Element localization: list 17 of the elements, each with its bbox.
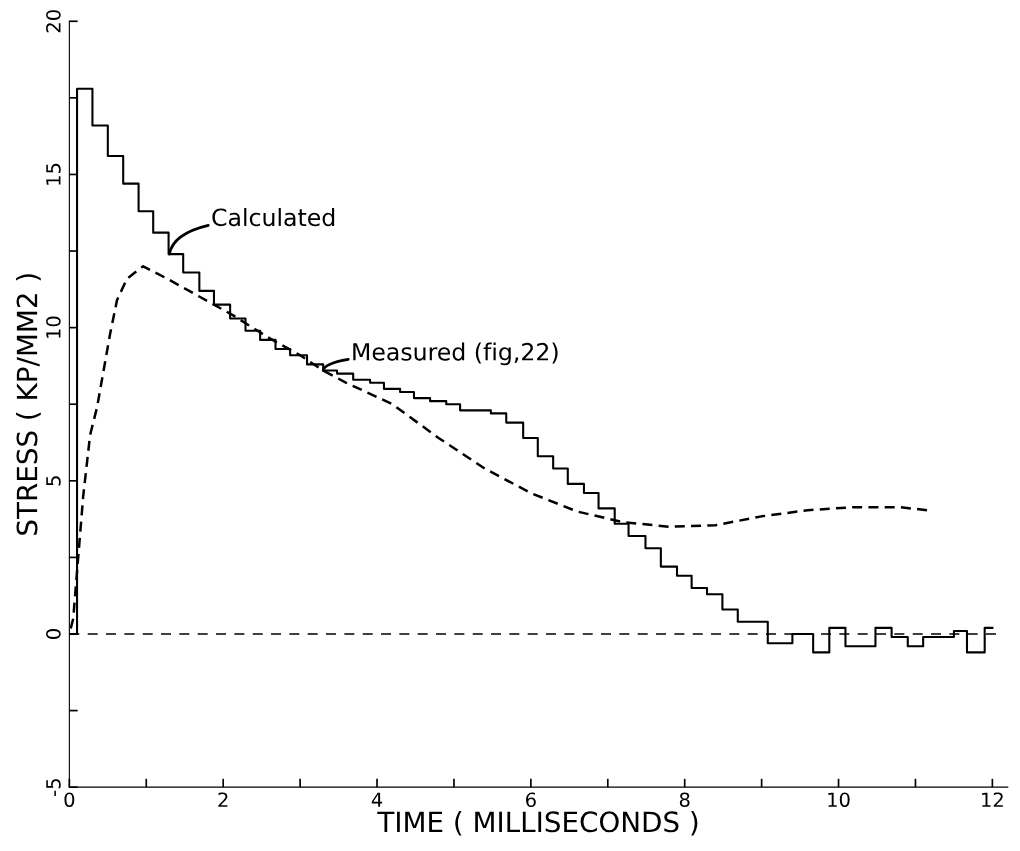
y-tick-label: 20 <box>46 10 61 33</box>
x-tick-label: 4 <box>371 792 383 807</box>
x-axis-title: TIME ( MILLISECONDS ) <box>377 810 698 836</box>
x-tick-label: 12 <box>982 792 1003 807</box>
y-tick-label: 10 <box>46 316 61 338</box>
x-tick-label: 8 <box>679 792 690 808</box>
y-tick-label: 0 <box>46 629 61 639</box>
x-tick-label: 10 <box>828 792 850 808</box>
y-tick-label: 15 <box>46 163 61 185</box>
y-tick-label: 5 <box>46 476 61 486</box>
x-tick-label: 0 <box>64 792 75 808</box>
annotation: Measured (fig,22) <box>353 342 558 366</box>
x-tick-label: 6 <box>526 792 536 808</box>
x-tick-label: 2 <box>218 792 228 807</box>
annotation: Calculated <box>212 207 335 227</box>
y-axis-title: STRESS ( KP/MM2 ) <box>16 274 41 535</box>
y-tick-label: -5 <box>46 779 61 796</box>
